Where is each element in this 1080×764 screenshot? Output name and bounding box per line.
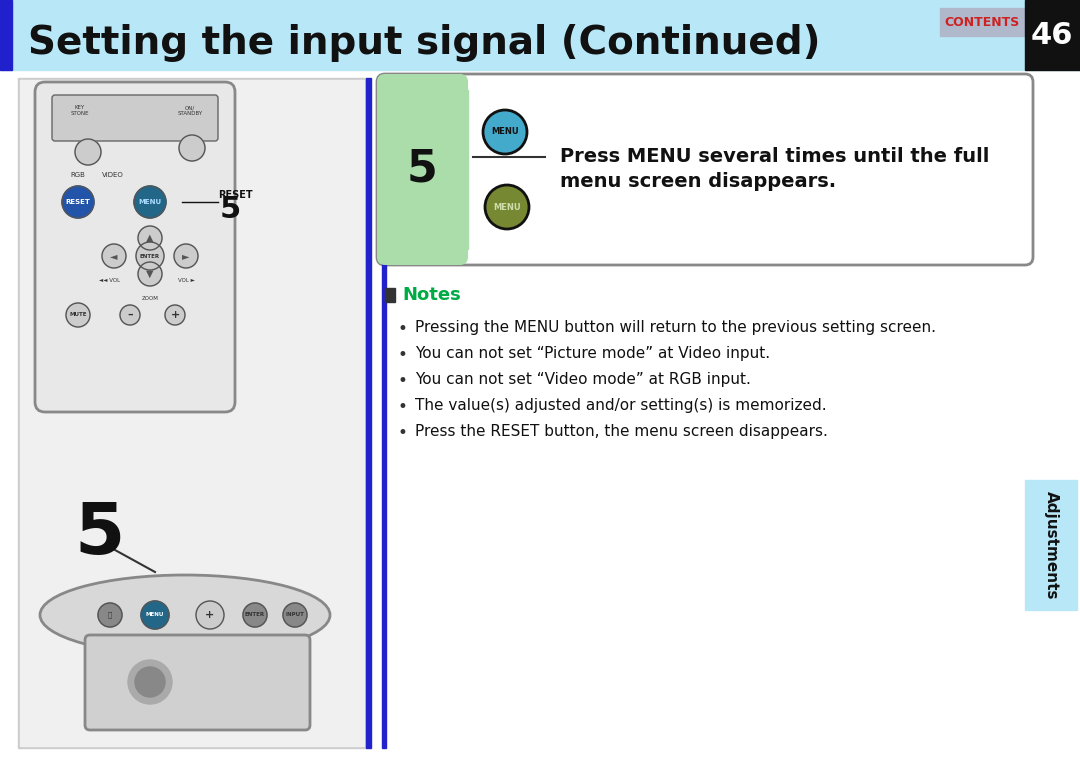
- Circle shape: [174, 244, 198, 268]
- Text: ►: ►: [183, 251, 190, 261]
- Text: ▲: ▲: [146, 233, 153, 243]
- FancyBboxPatch shape: [52, 95, 218, 141]
- Text: ◄: ◄: [110, 251, 118, 261]
- Text: MENU: MENU: [146, 613, 164, 617]
- Text: Press the RESET button, the menu screen disappears.: Press the RESET button, the menu screen …: [415, 424, 828, 439]
- Text: •: •: [399, 346, 408, 364]
- FancyBboxPatch shape: [377, 74, 1032, 265]
- Circle shape: [179, 135, 205, 161]
- Circle shape: [135, 667, 165, 697]
- Text: Notes: Notes: [402, 286, 461, 304]
- Circle shape: [485, 185, 529, 229]
- Text: Adjustments: Adjustments: [1043, 490, 1058, 599]
- Text: RESET: RESET: [218, 190, 253, 200]
- Circle shape: [98, 603, 122, 627]
- Bar: [0, 0, 1080, 70]
- Bar: [940, 8, 1025, 36]
- Circle shape: [141, 601, 168, 629]
- Text: ZOOM: ZOOM: [141, 296, 159, 300]
- Bar: [382, 78, 386, 748]
- Bar: [1025, 0, 1080, 70]
- Text: The value(s) adjusted and/or setting(s) is memorized.: The value(s) adjusted and/or setting(s) …: [415, 398, 826, 413]
- Text: •: •: [399, 372, 408, 390]
- Circle shape: [243, 603, 267, 627]
- Circle shape: [138, 226, 162, 250]
- Circle shape: [195, 601, 224, 629]
- Text: VOL ►: VOL ►: [177, 277, 194, 283]
- Text: ENTER: ENTER: [140, 254, 160, 258]
- Text: RESET: RESET: [66, 199, 91, 205]
- Text: MENU: MENU: [494, 202, 521, 212]
- Text: 5: 5: [406, 148, 437, 191]
- Text: VIDEO: VIDEO: [103, 172, 124, 178]
- Circle shape: [283, 603, 307, 627]
- Bar: [18, 78, 366, 748]
- Circle shape: [483, 110, 527, 154]
- Circle shape: [138, 262, 162, 286]
- Circle shape: [75, 139, 102, 165]
- Text: You can not set “Video mode” at RGB input.: You can not set “Video mode” at RGB inpu…: [415, 372, 751, 387]
- Text: +: +: [171, 310, 179, 320]
- Text: 5: 5: [75, 500, 125, 569]
- Text: ON/
STANDBY: ON/ STANDBY: [177, 105, 203, 116]
- Text: –: –: [127, 310, 133, 320]
- Text: CONTENTS: CONTENTS: [944, 15, 1020, 28]
- Bar: [1025, 480, 1077, 610]
- Text: ⏻: ⏻: [108, 612, 112, 618]
- Bar: [366, 78, 372, 748]
- Text: ENTER: ENTER: [245, 613, 265, 617]
- Circle shape: [136, 242, 164, 270]
- FancyBboxPatch shape: [85, 635, 310, 730]
- Bar: [0, 0, 12, 70]
- Text: MENU: MENU: [138, 199, 162, 205]
- Circle shape: [66, 303, 90, 327]
- Circle shape: [129, 660, 172, 704]
- Circle shape: [102, 244, 126, 268]
- Circle shape: [134, 186, 166, 218]
- Bar: [384, 288, 395, 302]
- Text: •: •: [399, 320, 408, 338]
- Text: ▼: ▼: [146, 269, 153, 279]
- Text: MUTE: MUTE: [69, 312, 86, 318]
- Text: 5: 5: [220, 196, 241, 225]
- Text: INPUT: INPUT: [285, 613, 305, 617]
- Text: •: •: [399, 398, 408, 416]
- Text: ◄◄ VOL: ◄◄ VOL: [99, 277, 121, 283]
- Text: Setting the input signal (Continued): Setting the input signal (Continued): [28, 24, 821, 62]
- Text: Press MENU several times until the full
menu screen disappears.: Press MENU several times until the full …: [561, 147, 989, 191]
- Text: Pressing the MENU button will return to the previous setting screen.: Pressing the MENU button will return to …: [415, 320, 936, 335]
- Bar: [430, 90, 468, 249]
- Text: You can not set “Picture mode” at Video input.: You can not set “Picture mode” at Video …: [415, 346, 770, 361]
- Circle shape: [120, 305, 140, 325]
- Text: 46: 46: [1030, 21, 1074, 50]
- Text: •: •: [399, 424, 408, 442]
- Text: KEY
STONE: KEY STONE: [71, 105, 90, 116]
- Text: RGB: RGB: [70, 172, 85, 178]
- Circle shape: [165, 305, 185, 325]
- Bar: [21, 80, 364, 746]
- Ellipse shape: [40, 575, 330, 655]
- FancyBboxPatch shape: [35, 82, 235, 412]
- FancyBboxPatch shape: [377, 74, 468, 265]
- Text: +: +: [205, 610, 215, 620]
- Text: MENU: MENU: [491, 128, 518, 137]
- Circle shape: [62, 186, 94, 218]
